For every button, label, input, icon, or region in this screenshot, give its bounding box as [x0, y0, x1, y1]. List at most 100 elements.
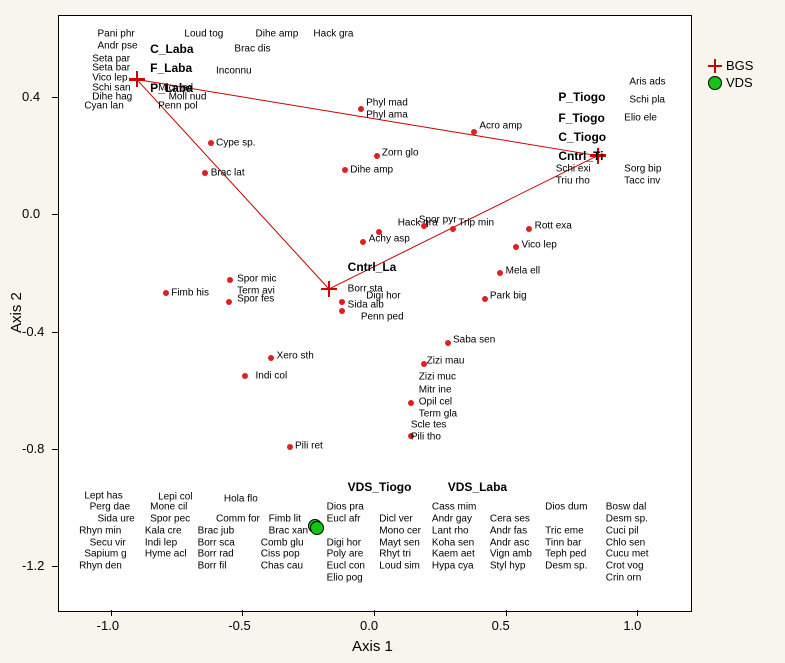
species-dot	[526, 226, 532, 232]
species-label: Dios dum	[545, 502, 587, 513]
x-tick-label: 0.5	[492, 618, 510, 633]
legend-vds-icon	[708, 76, 722, 90]
species-label: Sida ure	[98, 514, 135, 525]
species-dot	[202, 170, 208, 176]
species-label: Mayt sen	[379, 537, 420, 548]
species-label: Brac lat	[211, 168, 245, 179]
species-label: Acro amp	[479, 121, 522, 132]
legend-bgs-icon	[708, 59, 722, 73]
y-tick	[52, 332, 58, 333]
species-label: Schi pla	[629, 95, 665, 106]
species-label: Sorg bip	[624, 163, 661, 174]
species-label: Sapium g	[84, 549, 126, 560]
species-label: Mela ell	[506, 266, 540, 277]
species-label: Lepi col	[158, 492, 192, 503]
species-label: Lant rho	[432, 525, 469, 536]
species-label: Fimb his	[171, 288, 209, 299]
species-dot	[208, 140, 214, 146]
species-label: Perg dae	[90, 502, 131, 513]
x-tick-label: -1.0	[97, 618, 119, 633]
species-label: Trip min	[458, 218, 494, 229]
species-label: Styl hyp	[490, 561, 526, 572]
species-label: Xero sth	[277, 351, 314, 362]
y-tick-label: -0.4	[22, 324, 44, 339]
bgs-label: Cntrl_La	[348, 260, 397, 274]
species-label: Scle tes	[411, 420, 447, 431]
species-label: Comb glu	[261, 537, 304, 548]
species-label: Cucu met	[606, 549, 649, 560]
species-label: Inconnu	[216, 65, 252, 76]
species-label: Penn ped	[361, 311, 404, 322]
species-label: Desm sp.	[606, 514, 648, 525]
legend-item: BGS	[708, 58, 753, 73]
bgs-label: F_Laba	[150, 61, 192, 75]
bgs-label: C_Tiogo	[558, 130, 606, 144]
bgs-label: P_Tiogo	[558, 90, 605, 104]
y-tick	[52, 214, 58, 215]
vds-label: VDS_Tiogo	[348, 480, 412, 494]
species-label: Poly are	[327, 549, 364, 560]
species-label: Spor pec	[150, 514, 190, 525]
species-label: Penn pol	[158, 100, 197, 111]
species-label: Koha sen	[432, 537, 474, 548]
species-dot	[163, 290, 169, 296]
bgs-label: C_Laba	[150, 42, 193, 56]
legend-label: BGS	[726, 58, 753, 73]
species-label: Comm for	[216, 514, 260, 525]
species-label: Mono cer	[379, 525, 421, 536]
legend: BGS VDS	[708, 58, 753, 92]
species-label: Mitr ine	[419, 385, 452, 396]
y-tick	[52, 97, 58, 98]
species-label: Park big	[490, 291, 527, 302]
species-label: Triu rho	[556, 175, 590, 186]
species-label: Hack gra	[313, 29, 353, 40]
species-label: Andr pse	[98, 40, 138, 51]
y-tick-label: -0.8	[22, 441, 44, 456]
species-label: Crin orn	[606, 572, 642, 583]
species-label: Achy asp	[369, 234, 410, 245]
bgs-label: Cntrl_Ti	[558, 149, 603, 163]
species-label: Dicl ver	[379, 514, 412, 525]
species-label: Pili ret	[295, 440, 323, 451]
species-label: Zizi mau	[427, 355, 465, 366]
species-label: Phyl ama	[366, 109, 408, 120]
species-label: Schi exi	[556, 163, 591, 174]
species-label: Cera ses	[490, 514, 530, 525]
legend-item: VDS	[708, 75, 753, 90]
species-dot	[342, 167, 348, 173]
species-dot	[450, 226, 456, 232]
species-label: Rhyt tri	[379, 549, 411, 560]
species-dot	[445, 340, 451, 346]
species-label: Teph ped	[545, 549, 586, 560]
species-label: Borr sca	[198, 537, 235, 548]
species-label: Rhyn min	[79, 525, 121, 536]
species-dot	[482, 296, 488, 302]
x-tick	[242, 610, 243, 616]
species-label: Secu vir	[90, 537, 126, 548]
species-label: Eucl afr	[327, 514, 361, 525]
species-label: Andr gay	[432, 514, 472, 525]
species-label: Brac xan	[269, 525, 308, 536]
y-tick	[52, 566, 58, 567]
species-label: Brac dis	[234, 43, 270, 54]
species-dot	[358, 106, 364, 112]
species-label: Dihe amp	[256, 29, 299, 40]
species-dot	[497, 270, 503, 276]
species-label: Cass mim	[432, 502, 476, 513]
y-tick-label: 0.0	[22, 206, 40, 221]
x-tick	[374, 610, 375, 616]
x-tick-label: 0.0	[360, 618, 378, 633]
bgs-label: F_Tiogo	[558, 111, 604, 125]
species-label: Pani phr	[98, 29, 135, 40]
species-label: Tinn bar	[545, 537, 581, 548]
species-label: Loud tog	[184, 29, 223, 40]
species-dot	[268, 355, 274, 361]
species-label: Kala cre	[145, 525, 182, 536]
species-dot	[374, 153, 380, 159]
species-label: Hypa cya	[432, 561, 474, 572]
species-label: Crot vog	[606, 561, 644, 572]
vds-marker	[310, 521, 324, 535]
species-dot	[339, 308, 345, 314]
species-label: Aris ads	[629, 77, 665, 88]
species-dot	[360, 239, 366, 245]
